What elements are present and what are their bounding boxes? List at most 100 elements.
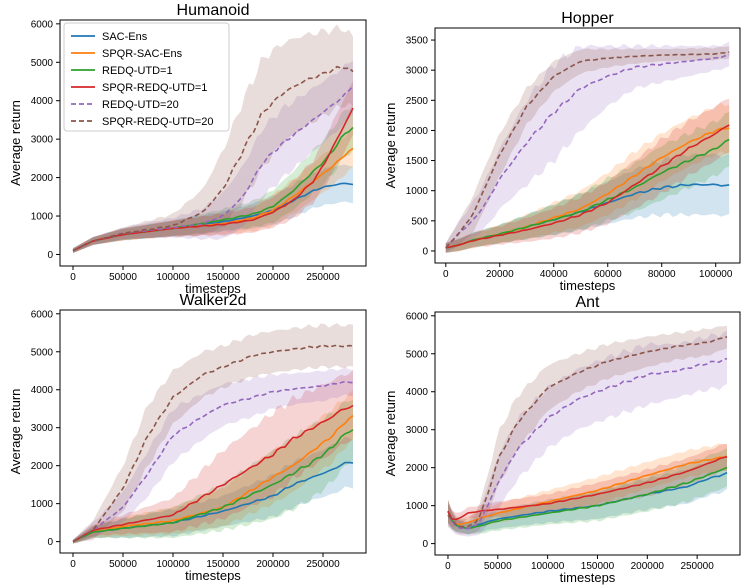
band-spqr-redq-utd-1 <box>445 98 730 253</box>
y-tick-label: 1000 <box>31 499 54 510</box>
y-tick-label: 5000 <box>406 349 429 360</box>
legend-label-spqr-redq-utd-20: SPQR-REDQ-UTD=20 <box>102 116 214 128</box>
chart-title: Humanoid <box>177 2 250 19</box>
line-redq-utd-20 <box>447 357 728 530</box>
band-redq-utd-20 <box>448 330 727 537</box>
x-tick-label: 80000 <box>648 269 676 280</box>
y-tick-label: 0 <box>47 250 53 261</box>
band-sac-ens <box>448 454 727 535</box>
y-tick-label: 4000 <box>31 96 54 107</box>
y-tick-label: 500 <box>411 216 428 227</box>
chart-title: Hopper <box>561 10 614 27</box>
band-spqr-sac-ens <box>73 128 353 253</box>
x-tick-label: 50000 <box>109 559 137 570</box>
x-tick-label: 100000 <box>156 272 190 283</box>
y-axis-label: Average return <box>383 103 398 189</box>
y-tick-label: 6000 <box>31 19 54 30</box>
x-tick-label: 250000 <box>306 272 340 283</box>
y-axis-label: Average return <box>383 391 398 477</box>
x-tick-label: 0 <box>70 559 76 570</box>
y-tick-label: 1000 <box>406 501 429 512</box>
x-tick-label: 100000 <box>531 561 565 572</box>
line-redq-utd-20 <box>445 53 730 249</box>
y-tick-label: 2000 <box>31 461 54 472</box>
x-tick-label: 200000 <box>256 272 290 283</box>
plot-area <box>445 41 730 253</box>
plot-area <box>447 325 728 537</box>
y-tick-label: 5000 <box>31 58 54 69</box>
axes-frame <box>434 311 741 556</box>
x-tick-label: 150000 <box>581 561 615 572</box>
line-spqr-redq-utd-1 <box>72 107 354 252</box>
line-spqr-redq-utd-1 <box>72 404 354 543</box>
y-tick-label: 6000 <box>31 309 54 320</box>
y-tick-label: 1000 <box>406 186 429 197</box>
line-spqr-redq-utd-1 <box>447 456 728 521</box>
y-tick-label: 1500 <box>406 156 429 167</box>
band-spqr-redq-utd-1 <box>73 80 353 253</box>
panel-hopper: 0 20000 40000 60000 80000 100000 0 500 1000 1500 2… <box>383 10 741 293</box>
chart-title: Walker2d <box>180 292 247 309</box>
axes-frame <box>59 19 367 267</box>
line-redq-utd-1 <box>445 138 730 249</box>
x-axis-label: timesteps <box>185 568 241 583</box>
band-redq-utd-20 <box>73 60 353 253</box>
y-tick-label: 3000 <box>31 135 54 146</box>
y-tick-label: 2000 <box>31 173 54 184</box>
band-sac-ens <box>445 153 730 253</box>
x-tick-label: 40000 <box>540 269 568 280</box>
y-tick-label: 0 <box>422 246 428 257</box>
band-sac-ens <box>73 436 353 544</box>
band-redq-utd-1 <box>73 104 353 253</box>
x-tick-label: 50000 <box>109 272 137 283</box>
x-tick-label: 20000 <box>486 269 514 280</box>
axes-frame <box>59 309 367 554</box>
line-redq-utd-20 <box>72 380 354 543</box>
x-tick-label: 0 <box>70 272 76 283</box>
line-spqr-redq-utd-20 <box>72 344 354 543</box>
x-tick-label: 0 <box>445 561 451 572</box>
line-spqr-redq-utd-1 <box>445 124 730 249</box>
x-tick-label: 200000 <box>256 559 290 570</box>
y-tick-label: 0 <box>47 537 53 548</box>
x-tick-label: 150000 <box>206 559 240 570</box>
y-tick-label: 4000 <box>31 385 54 396</box>
panel-walker2d: 0 50000 100000 150000 200000 250000 0 1000 2000 3… <box>8 292 367 583</box>
y-tick-label: 0 <box>422 539 428 550</box>
x-axis-label: timesteps <box>185 281 241 296</box>
band-spqr-redq-utd-1 <box>73 369 353 544</box>
legend: SAC-Ens SPQR-SAC-Ens REDQ-UTD=1 SPQR-REDQ-U… <box>63 22 230 132</box>
y-tick-label: 2000 <box>406 463 429 474</box>
y-tick-label: 3000 <box>406 66 429 77</box>
line-spqr-sac-ens <box>447 455 728 526</box>
y-tick-label: 3000 <box>406 425 429 436</box>
legend-box <box>63 22 230 132</box>
line-sac-ens <box>447 471 728 530</box>
panel-humanoid: 0 50000 100000 150000 200000 250000 0 1000 2000 3… <box>8 2 367 296</box>
band-redq-utd-1 <box>448 448 727 535</box>
y-tick-label: 3000 <box>31 423 54 434</box>
plot-area <box>72 323 354 544</box>
legend-label-sac-ens: SAC-Ens <box>102 31 148 43</box>
y-tick-label: 6000 <box>406 311 429 322</box>
band-redq-utd-20 <box>445 41 730 253</box>
line-spqr-redq-utd-20 <box>447 336 728 528</box>
x-tick-label: 200000 <box>631 561 665 572</box>
y-axis-label: Average return <box>8 100 23 186</box>
x-tick-label: 100000 <box>156 559 190 570</box>
plot-area <box>72 24 354 253</box>
line-redq-utd-1 <box>72 429 354 543</box>
x-tick-label: 250000 <box>680 561 714 572</box>
legend-label-redq-utd-1: REDQ-UTD=1 <box>102 65 173 77</box>
y-tick-label: 2000 <box>406 126 429 137</box>
line-spqr-redq-utd-20 <box>445 51 730 249</box>
panel-ant: 0 50000 100000 150000 200000 250000 0 1000 2000 3… <box>383 294 741 585</box>
x-axis-label: timesteps <box>560 570 616 585</box>
x-tick-label: 0 <box>443 269 449 280</box>
x-tick-label: 250000 <box>306 559 340 570</box>
y-tick-label: 4000 <box>406 387 429 398</box>
y-axis-label: Average return <box>8 389 23 475</box>
axes-frame <box>434 27 741 264</box>
y-tick-label: 5000 <box>31 347 54 358</box>
